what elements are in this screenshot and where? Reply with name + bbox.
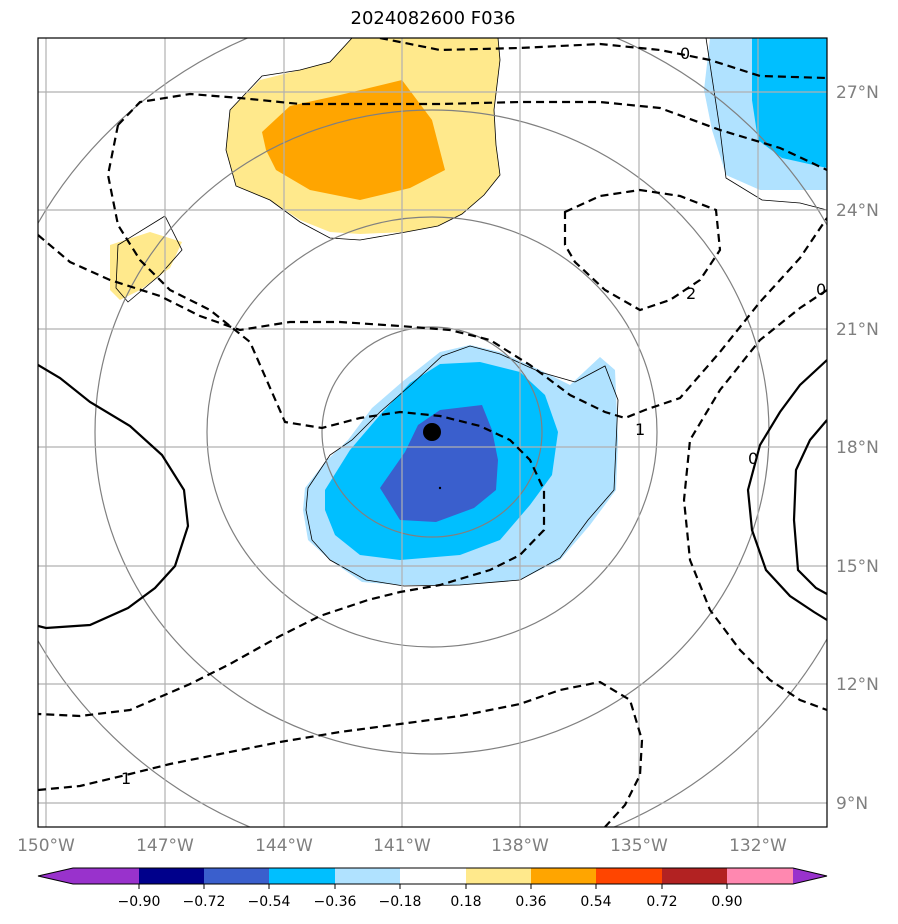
map-frame — [37, 37, 828, 828]
lon-label: 141°W — [373, 836, 431, 856]
colorbar: −0.90 −0.72 −0.54 −0.36 −0.18 0.18 0.36 … — [37, 867, 828, 910]
colorbar-tick-label: −0.90 — [118, 894, 161, 910]
colorbar-tick-label: 0.18 — [450, 894, 481, 910]
lat-label: 24°N — [836, 201, 879, 221]
graticule — [38, 38, 827, 827]
colorbar-extend-high — [793, 868, 827, 884]
colorbar-tick-label: 0.72 — [646, 894, 677, 910]
colorbar-segment — [662, 868, 727, 884]
colorbar-tick-label: −0.36 — [314, 894, 357, 910]
contour-label: 1 — [121, 769, 131, 788]
colorbar-outline — [37, 867, 828, 885]
colorbar-segment — [204, 868, 269, 884]
colorbar-extend-low — [38, 868, 73, 884]
colorbar-tick-label: −0.72 — [183, 894, 226, 910]
contour-label: 0 — [748, 449, 758, 468]
lat-label: 15°N — [836, 557, 879, 577]
solid-contours — [38, 359, 827, 630]
map-title: 2024082600 F036 — [350, 8, 516, 29]
positive-anomaly-fill — [110, 38, 500, 300]
lon-label: 135°W — [610, 836, 668, 856]
lat-label: 12°N — [836, 675, 879, 695]
lon-label: 147°W — [136, 836, 194, 856]
colorbar-segment — [73, 868, 139, 884]
colorbar-tick-label: 0.54 — [580, 894, 611, 910]
storm-center-marker — [423, 423, 441, 441]
contour-labels: 0 2 0 1 0 1 — [121, 44, 826, 788]
contour-label: 0 — [816, 280, 826, 299]
colorbar-tick-label: 0.90 — [711, 894, 742, 910]
lon-label: 150°W — [17, 836, 75, 856]
colorbar-segment — [335, 868, 400, 884]
contour-label: 1 — [635, 420, 645, 439]
colorbar-segment — [596, 868, 662, 884]
lat-label: 21°N — [836, 320, 879, 340]
map-area: 0 2 0 1 0 1 — [38, 38, 827, 827]
contour-label: 0 — [680, 44, 690, 63]
lat-label: 27°N — [836, 83, 879, 103]
colorbar-segment — [269, 868, 335, 884]
colorbar-ticks — [138, 884, 728, 889]
lon-label: 144°W — [255, 836, 313, 856]
colorbar-segment — [727, 868, 793, 884]
colorbar-tick-label: −0.18 — [379, 894, 422, 910]
latitude-labels: 27°N 24°N 21°N 18°N 15°N 12°N 9°N — [836, 83, 879, 814]
longitude-labels: 150°W 147°W 144°W 141°W 138°W 135°W 132°… — [17, 836, 787, 856]
dashed-contours — [38, 38, 827, 827]
lat-label: 18°N — [836, 438, 879, 458]
minimum-marker — [438, 486, 442, 490]
lat-label: 9°N — [836, 794, 868, 814]
colorbar-tick-label: −0.54 — [248, 894, 291, 910]
colorbar-tick-label: 0.36 — [515, 894, 546, 910]
contour-label: 2 — [686, 284, 696, 303]
colorbar-segment — [531, 868, 596, 884]
lon-label: 138°W — [491, 836, 549, 856]
colorbar-segment — [139, 868, 204, 884]
colorbar-segment — [466, 868, 531, 884]
field-outlines — [115, 38, 827, 587]
lon-label: 132°W — [729, 836, 787, 856]
colorbar-segment — [400, 868, 466, 884]
